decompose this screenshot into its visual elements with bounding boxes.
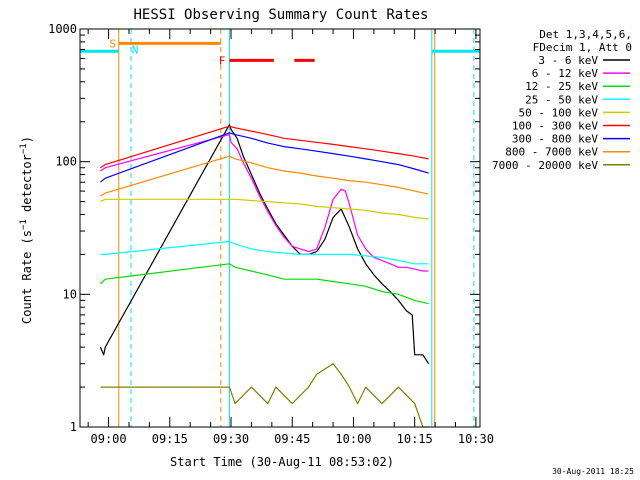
- y-axis: 1 10 100 1000: [48, 22, 480, 434]
- x-tick-label: 09:00: [91, 432, 127, 446]
- plot-frame: [79, 28, 481, 428]
- series-line-5: [100, 125, 429, 169]
- legend-entry-label: 25 - 50 keV: [525, 93, 598, 106]
- series-line-2: [99, 263, 429, 305]
- y-axis-label-post: ): [20, 136, 34, 143]
- series-line-3: [100, 240, 429, 265]
- x-tick-label: 10:00: [335, 432, 371, 446]
- y-axis-label-sup2: −1: [19, 143, 29, 154]
- x-tick-label: 10:15: [397, 432, 433, 446]
- x-tick-label: 09:15: [152, 432, 188, 446]
- x-tick-label: 09:45: [274, 432, 310, 446]
- x-tick-label: 10:30: [458, 432, 494, 446]
- series-lines: [99, 124, 430, 428]
- legend-entry-label: 6 - 12 keV: [532, 67, 599, 80]
- y-axis-label-mid: detector: [20, 154, 34, 219]
- y-axis-label-sup1: −1: [19, 219, 29, 230]
- marker-label-s: S: [109, 37, 116, 50]
- legend-header-line-1: Det 1,3,4,5,6,: [539, 28, 632, 41]
- legend-entry-label: 300 - 800 keV: [512, 133, 598, 146]
- legend-entry-label: 100 - 300 keV: [512, 120, 598, 133]
- x-tick-label: 09:30: [213, 432, 249, 446]
- y-tick-label: 1000: [48, 22, 77, 36]
- x-axis: 09:00 09:15 09:30 09:45 10:00 10:15 10:30: [87, 29, 494, 446]
- legend-entry-label: 7000 - 20000 keV: [492, 159, 598, 172]
- y-axis-label-pre: Count Rate (s: [20, 230, 34, 324]
- legend-entry-label: 800 - 7000 keV: [505, 146, 598, 159]
- y-tick-label: 100: [55, 155, 77, 169]
- legend: Det 1,3,4,5,6, FDecim 1, Att 0 3 - 6 keV…: [492, 28, 632, 172]
- marker-label-n: N: [132, 44, 139, 57]
- series-line-6: [100, 132, 429, 183]
- marker-label-f: F: [219, 54, 226, 67]
- series-line-8: [100, 363, 429, 428]
- legend-header-line-2: FDecim 1, Att 0: [533, 41, 632, 54]
- legend-entry-label: 50 - 100 keV: [519, 106, 599, 119]
- legend-entry-label: 3 - 6 keV: [538, 54, 598, 67]
- x-axis-label: Start Time (30-Aug-11 08:53:02): [170, 455, 394, 469]
- series-line-4: [100, 198, 429, 220]
- series-line-0: [99, 124, 430, 365]
- y-axis-label: Count Rate (s−1 detector−1): [19, 136, 34, 324]
- y-tick-label: 1: [70, 420, 77, 434]
- legend-entry-label: 12 - 25 keV: [525, 80, 598, 93]
- y-tick-label: 10: [63, 287, 77, 301]
- footer-date: 30-Aug-2011 18:25: [552, 467, 634, 476]
- observing-markers: S N F: [80, 29, 480, 427]
- chart-title: HESSI Observing Summary Count Rates: [133, 7, 428, 23]
- series-line-7: [100, 155, 429, 197]
